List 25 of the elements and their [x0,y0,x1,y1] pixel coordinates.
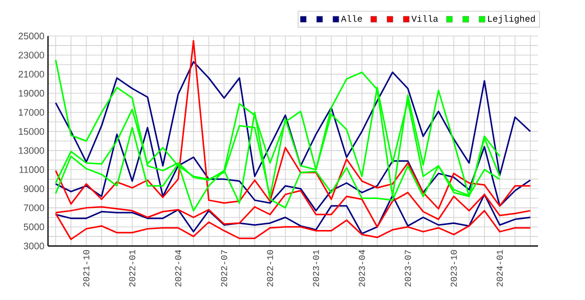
x-tick-label: 2024-01 [496,250,503,287]
y-tick-label: 25000 [18,32,44,40]
legend-label: Villa [411,15,438,22]
y-tick-label: 23000 [18,52,44,58]
y-tick-label: 19000 [18,90,44,97]
legend-label: Alle [341,15,362,22]
x-tick-label: 2021-10 [83,250,90,287]
y-tick-label: 15000 [18,128,44,135]
legend-label: Lejlighed [488,15,535,24]
x-tick-label: 2022-07 [221,250,228,287]
y-tick-label: 17000 [18,109,44,116]
y-tick-label: 13000 [18,147,44,154]
x-tick-label: 2023-04 [358,250,365,287]
x-tick-label: 2023-01 [312,250,320,287]
y-tick-label: 5000 [24,224,44,230]
y-tick-label: 21000 [18,70,44,78]
y-tick-label: 7000 [24,204,44,212]
y-tick-label: 11000 [20,166,44,173]
x-tick-label: 2022-01 [129,250,136,287]
x-tick-label: 2022-04 [175,250,182,287]
x-tick-label: 2023-07 [404,250,411,287]
x-tick-label: 2023-10 [450,250,457,287]
y-tick-label: 9000 [24,185,44,192]
x-tick-label: 2022-10 [266,250,274,287]
y-tick-label: 3000 [24,242,44,250]
